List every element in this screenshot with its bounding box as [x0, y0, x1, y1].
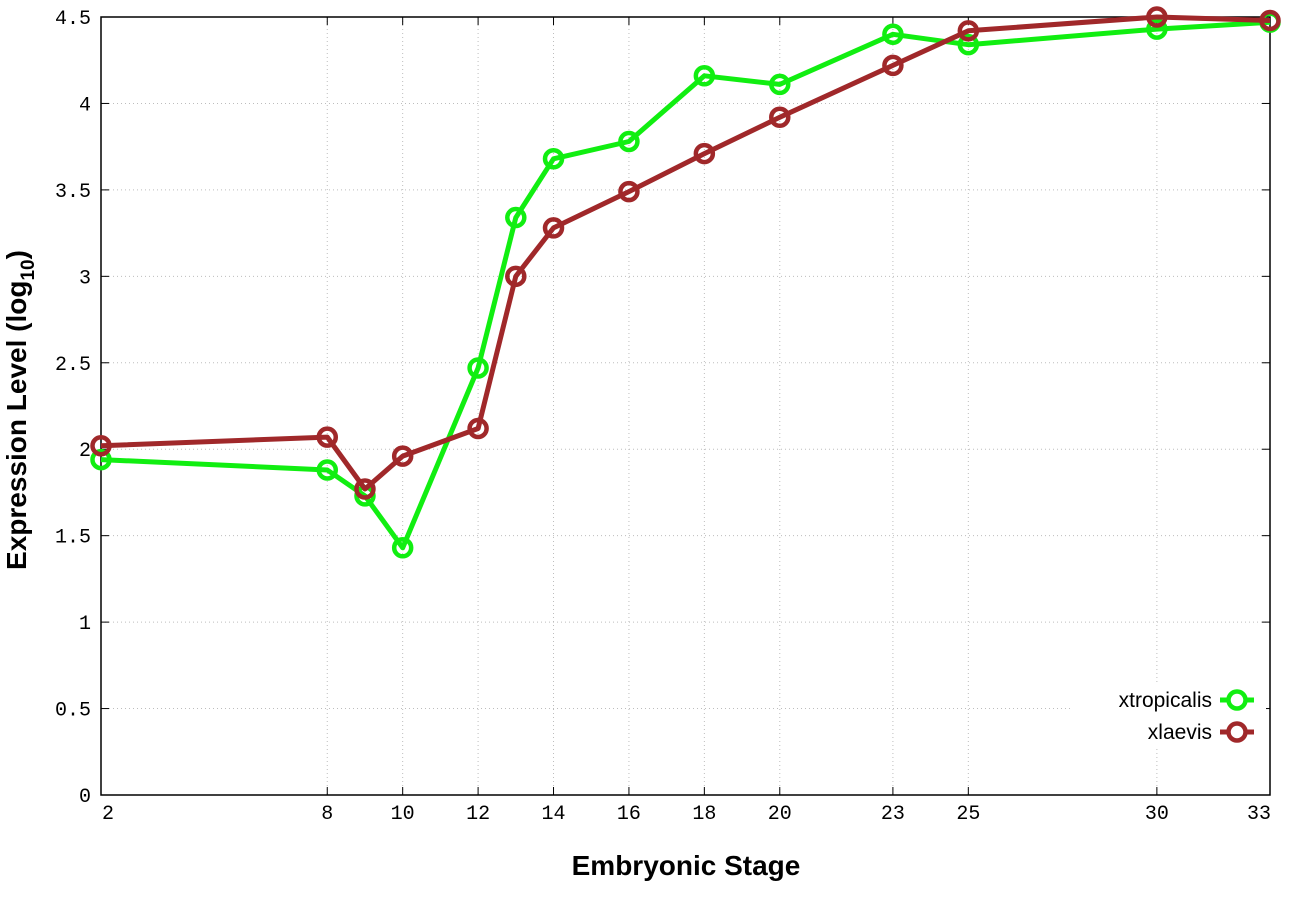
x-tick-label: 25	[956, 803, 980, 826]
x-tick-label: 8	[321, 803, 333, 826]
x-tick-label: 14	[542, 803, 566, 826]
data-point	[618, 180, 640, 203]
data-point	[693, 65, 716, 87]
data-point	[882, 23, 904, 46]
x-tick-label: 10	[391, 803, 415, 826]
x-tick-label: 12	[466, 803, 490, 826]
data-point	[769, 73, 791, 96]
plot-frame	[100, 16, 1271, 796]
data-point	[1146, 18, 1168, 40]
data-point	[769, 106, 791, 129]
legend: xtropicalis xlaevis	[1070, 682, 1266, 748]
data-point	[391, 445, 414, 467]
legend-label: xtropicalis	[1119, 689, 1212, 712]
x-tick-label: 30	[1145, 803, 1169, 826]
y-tick-label: 2	[79, 440, 91, 463]
x-tick-label: 18	[692, 803, 716, 826]
data-point	[505, 206, 527, 229]
x-tick-label: 20	[768, 803, 792, 826]
data-point	[957, 33, 980, 56]
y-axis-title: Expression Level (log10)	[1, 250, 39, 570]
series	[90, 6, 1281, 559]
data-point	[505, 265, 527, 288]
data-point	[542, 217, 565, 239]
data-point	[467, 417, 489, 440]
data-point	[1259, 9, 1281, 32]
x-tick-label: 16	[617, 803, 641, 826]
series-xlaevis	[90, 6, 1281, 500]
y-tick-label: 1	[79, 613, 91, 636]
data-point	[316, 426, 339, 448]
x-tick-label: 23	[881, 803, 905, 826]
y-tick-label: 3.5	[55, 181, 91, 204]
data-point	[693, 142, 716, 165]
x-tick-label: 33	[1247, 803, 1271, 826]
data-point	[882, 54, 904, 77]
data-point	[957, 20, 980, 42]
y-tick-label: 1.5	[55, 527, 91, 550]
data-point	[467, 357, 489, 379]
series-line	[100, 19, 1271, 551]
y-tick-label: 4	[79, 94, 91, 117]
data-point	[542, 148, 565, 170]
y-tick-label: 0	[79, 786, 91, 809]
legend-marker	[1226, 689, 1248, 711]
data-point	[316, 459, 339, 481]
y-tick-label: 2.5	[55, 354, 91, 377]
data-point	[90, 435, 112, 457]
x-tick-label: 2	[102, 803, 114, 826]
y-tick-label: 3	[79, 267, 91, 290]
series-line	[100, 14, 1271, 492]
y-tick-label: 0.5	[55, 700, 91, 723]
legend-marker	[1226, 721, 1248, 743]
y-tick-label: 4.5	[55, 8, 91, 31]
data-point	[618, 130, 640, 153]
data-point	[1146, 6, 1168, 28]
data-point	[90, 448, 112, 471]
legend-label: xlaevis	[1148, 721, 1212, 744]
x-axis-title: Embryonic Stage	[572, 850, 801, 881]
grid	[101, 17, 1270, 795]
data-point	[354, 478, 376, 500]
series-xtropicalis	[90, 11, 1281, 559]
axis-ticks: 0 0.5 1 1.5 2 2.5 3 3.5 4 4.5 2 8 10 12 14 16 18 20 23 25 30…	[55, 8, 1271, 826]
data-point	[391, 537, 414, 559]
